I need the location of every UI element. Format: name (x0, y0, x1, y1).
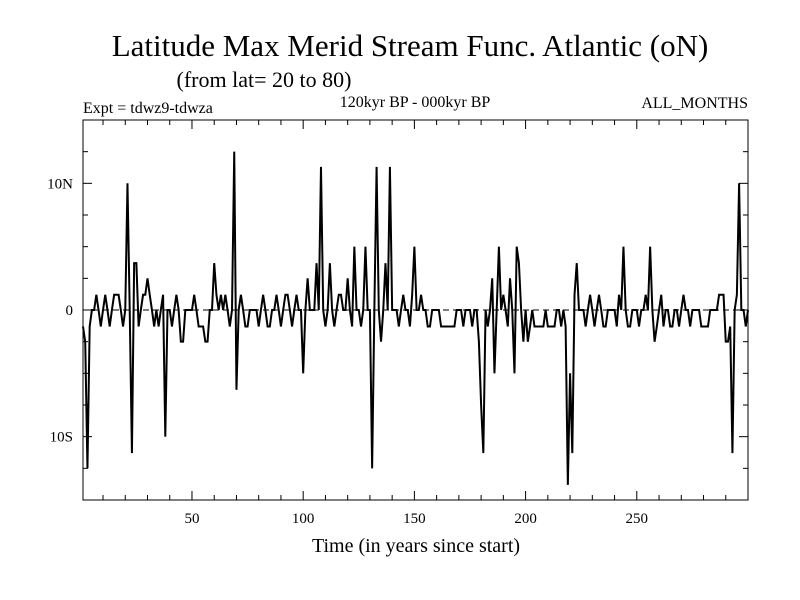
x-tick-label: 150 (403, 511, 426, 527)
series-line (82, 151, 749, 485)
period-label: 120kyr BP - 000kyr BP (340, 94, 491, 111)
season-label: ALL_MONTHS (641, 95, 748, 112)
x-axis-label: Time (in years since start) (312, 535, 520, 557)
plot-frame (82, 119, 749, 501)
y-tick-label: 0 (66, 303, 74, 319)
x-tick-labels: 50 100 150 200 250 (184, 511, 648, 527)
x-tick-label: 200 (514, 511, 537, 527)
chart-title: Latitude Max Merid Stream Func. Atlantic… (112, 28, 709, 63)
y-tick-label: 10S (50, 430, 73, 446)
experiment-label: Expt = tdwz9-tdwza (83, 100, 213, 117)
x-tick-label: 250 (626, 511, 649, 527)
chart-subtitle: (from lat= 20 to 80) (177, 67, 352, 92)
plot-area (82, 119, 749, 501)
x-tick-label: 100 (292, 511, 315, 527)
y-tick-labels: 10N 0 10S (47, 176, 73, 445)
x-tick-label: 50 (184, 511, 199, 527)
y-tick-label: 10N (47, 176, 73, 192)
